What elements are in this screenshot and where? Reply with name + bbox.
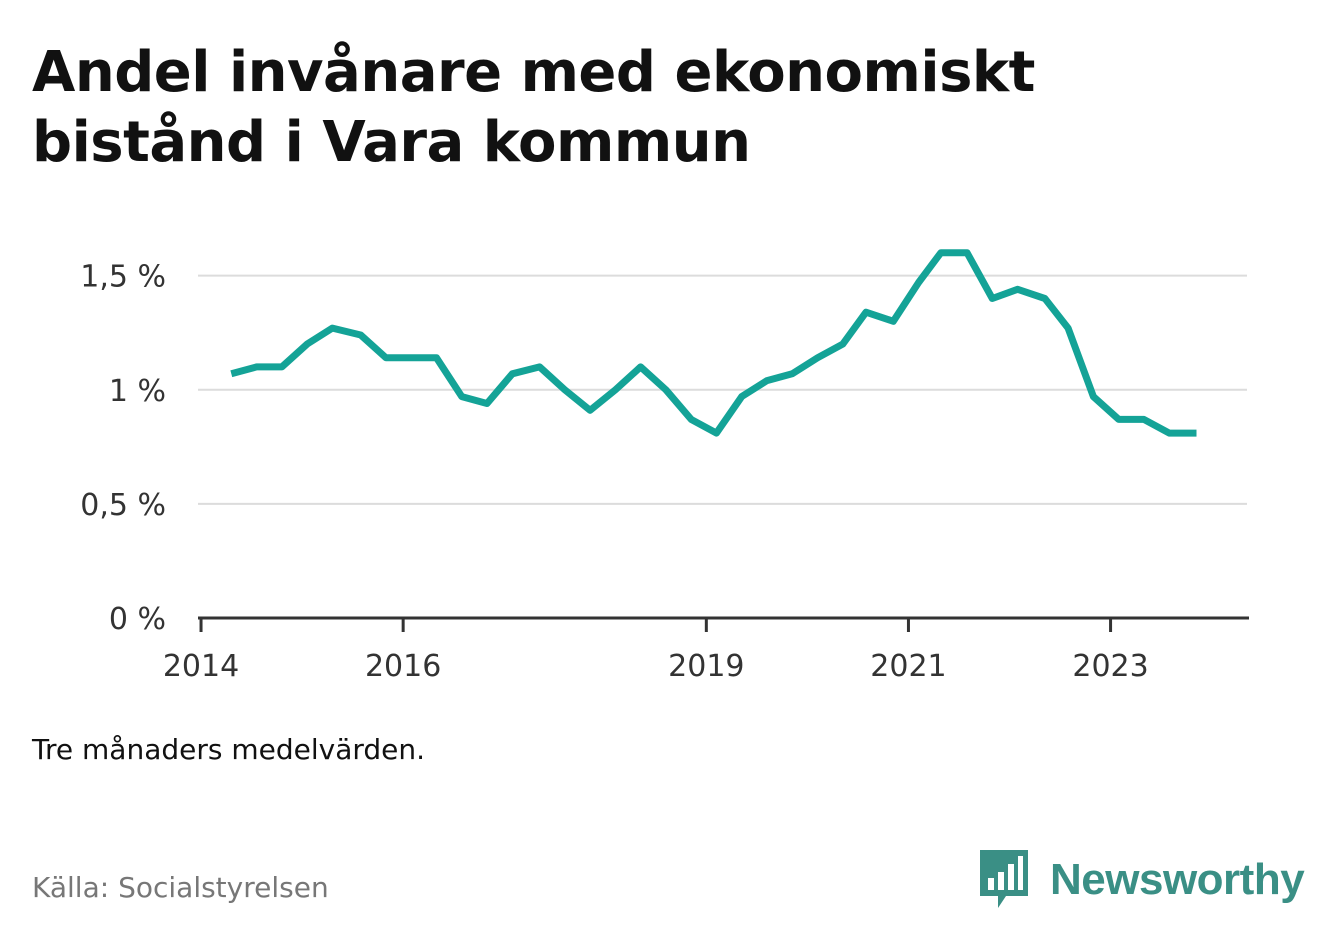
x-tick-label: 2021 bbox=[870, 649, 946, 684]
y-tick-label: 1,5 % bbox=[80, 260, 166, 295]
y-tick-label: 0,5 % bbox=[80, 488, 166, 523]
series-line bbox=[230, 249, 1197, 437]
x-tick-label: 2014 bbox=[163, 649, 239, 684]
series-layer bbox=[230, 249, 1197, 437]
y-tick-label: 1 % bbox=[109, 374, 166, 409]
newsworthy-logo-icon bbox=[980, 850, 1028, 908]
x-tick-label: 2016 bbox=[365, 649, 441, 684]
line-chart: 0 % 0,5 % 1 % 1,5 % 2014 2016 2019 2021 2023 bbox=[80, 249, 1249, 684]
grid-lines bbox=[198, 274, 1247, 505]
brand-name: Newsworthy bbox=[1050, 855, 1305, 904]
chart-title-line-2: bistånd i Vara kommun bbox=[32, 110, 751, 175]
x-axis bbox=[198, 616, 1249, 632]
x-tick-label: 2019 bbox=[668, 649, 744, 684]
chart-title-line-1: Andel invånare med ekonomiskt bbox=[32, 40, 1035, 105]
y-tick-label: 0 % bbox=[109, 602, 166, 637]
brand-logo: Newsworthy bbox=[980, 850, 1305, 910]
y-axis-labels: 0 % 0,5 % 1 % 1,5 % bbox=[80, 260, 166, 637]
chart-title: Andel invånare med ekonomiskt bistånd i … bbox=[32, 38, 1232, 178]
x-tick-label: 2023 bbox=[1072, 649, 1148, 684]
x-axis-labels: 2014 2016 2019 2021 2023 bbox=[163, 649, 1149, 684]
source-credit: Källa: Socialstyrelsen bbox=[32, 871, 329, 904]
chart-note: Tre månaders medelvärden. bbox=[32, 733, 426, 766]
